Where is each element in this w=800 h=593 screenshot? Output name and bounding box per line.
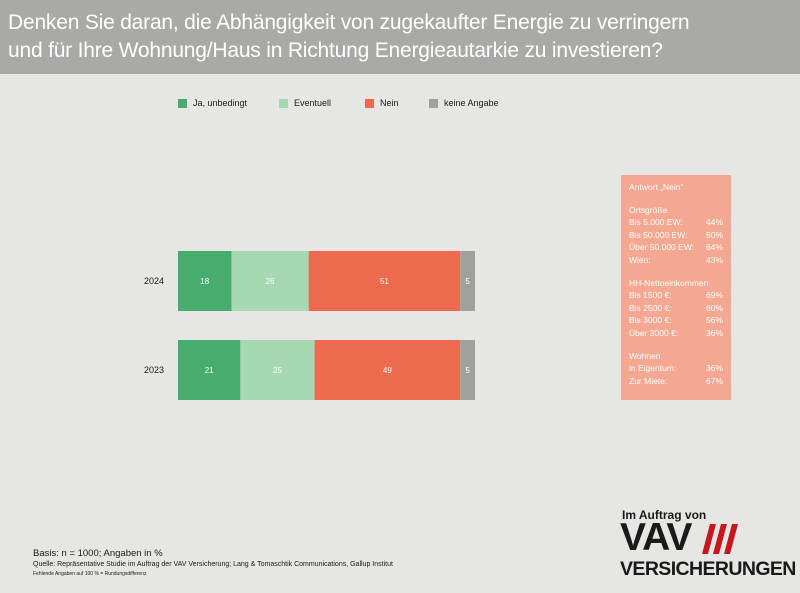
legend-label-ja: Ja, unbedingt: [193, 98, 248, 108]
panel-group-title: Ortsgröße: [629, 205, 668, 215]
panel-row-label: Bis 5.000 EW:: [629, 217, 683, 227]
bar-value-label: 49: [383, 366, 392, 375]
bar-value-label: 25: [273, 366, 282, 375]
chart-title-line-1: Denken Sie daran, die Abhängigkeit von z…: [8, 11, 690, 34]
logo-brand: VAV: [620, 516, 692, 559]
panel-row-value: 67%: [705, 375, 723, 386]
nein-breakdown-panel: Antwort „Nein“ Ortsgröße Bis 5.000 EW: 44…: [621, 175, 731, 400]
legend-swatch-nein: [365, 98, 374, 108]
bar-value-label: 18: [200, 277, 209, 286]
logo-bars-icon: [702, 524, 738, 554]
panel-row-value: 50%: [705, 229, 723, 240]
bar-value-label: 26: [266, 277, 275, 286]
bar-segment: [460, 340, 475, 400]
panel-row-value: 44%: [705, 217, 723, 227]
panel-row: Zur Miete: 67%: [629, 375, 723, 388]
bar-value-label: 51: [380, 277, 389, 286]
legend-item-keine-angabe: keine Angabe: [429, 98, 499, 108]
panel-row-label: Bis 50.000 EW:: [629, 229, 688, 240]
legend-label-keine-angabe: keine Angabe: [444, 98, 499, 108]
panel-row-value: 69%: [705, 290, 723, 300]
panel-row: Wien: 43%: [629, 254, 723, 267]
legend-swatch-ja: [178, 98, 187, 108]
panel-group-ortsgroesse: Ortsgröße Bis 5.000 EW: 44% Bis 50.000 EW…: [629, 205, 723, 266]
chart-legend: Ja, unbedingt Eventuell Nein keine Angab…: [0, 98, 800, 118]
footer-source: Quelle: Repräsentative Studie im Auftrag…: [33, 561, 393, 568]
panel-row: Über 50.000 EW: 64%: [629, 241, 723, 254]
panel-group-title: Wohnen: [629, 351, 661, 361]
chart-title-line-2: und für Ihre Wohnung/Haus in Richtung En…: [8, 39, 663, 62]
panel-row-label: Zur Miete:: [629, 375, 668, 386]
title-banner: Denken Sie daran, die Abhängigkeit von z…: [0, 0, 800, 74]
panel-row: Bis 5.000 EW: 44%: [629, 216, 723, 229]
panel-row-label: Bis 2500 €:: [629, 302, 672, 313]
bar-value-label: 5: [465, 277, 470, 286]
legend-label-nein: Nein: [380, 98, 399, 108]
legend-item-eventuell: Eventuell: [279, 98, 331, 108]
panel-row: Bis 3000 €: 56%: [629, 314, 723, 327]
vav-logo: Im Auftrag von VAV VERSICHERUNGEN: [620, 508, 796, 583]
legend-swatch-keine-angabe: [429, 98, 438, 108]
panel-row-label: Bis 3000 €:: [629, 315, 672, 325]
panel-row-value: 36%: [705, 363, 723, 373]
panel-heading: Antwort „Nein“: [629, 182, 684, 192]
panel-row: in Eigentum: 36%: [629, 362, 723, 375]
panel-row-value: 43%: [705, 254, 723, 265]
bar-segment: [178, 340, 241, 400]
bar-value-label: 21: [205, 366, 214, 375]
panel-group-einkommen: HH-Nettoeinkommen Bis 1500 €: 69% Bis 250…: [629, 278, 723, 339]
panel-row: Bis 1500 €: 69%: [629, 289, 723, 302]
footer-note: Fehlende Angaben auf 100 % = Rundungsdif…: [33, 571, 147, 577]
panel-row: Über 3000 €: 36%: [629, 327, 723, 340]
bar-segment: [460, 251, 475, 311]
footer-basis: Basis: n = 1000; Angaben in %: [33, 548, 163, 559]
legend-swatch-eventuell: [279, 98, 288, 108]
legend-label-eventuell: Eventuell: [294, 98, 332, 108]
panel-row: Bis 2500 €: 60%: [629, 302, 723, 315]
bar-value-label: 5: [465, 366, 470, 375]
panel-row-value: 56%: [705, 315, 723, 325]
panel-row: Bis 50.000 EW: 50%: [629, 229, 723, 242]
logo-wordmark: VERSICHERUNGEN: [620, 558, 796, 580]
panel-row-value: 36%: [705, 327, 723, 338]
bar-segment: [240, 340, 315, 400]
category-label: 2023: [144, 365, 164, 375]
legend-item-nein: Nein: [365, 98, 399, 108]
legend-item-ja: Ja, unbedingt: [178, 98, 247, 108]
panel-row-value: 60%: [705, 302, 723, 313]
panel-row-value: 64%: [705, 242, 723, 252]
panel-group-wohnen: Wohnen in Eigentum: 36% Zur Miete: 67%: [629, 351, 723, 387]
panel-row-label: Bis 1500 €:: [629, 290, 672, 300]
bar-segment: [231, 251, 309, 311]
panel-row-label: in Eigentum:: [629, 363, 677, 373]
bar-segment: [178, 251, 232, 311]
bar-segment: [314, 340, 461, 400]
panel-group-title: HH-Nettoeinkommen: [629, 278, 709, 288]
logo-tagline: Im Auftrag von: [622, 508, 707, 522]
bar-segment: [308, 251, 461, 311]
panel-row-label: Über 50.000 EW:: [629, 242, 695, 252]
panel-row-label: Wien:: [629, 254, 651, 265]
category-label: 2024: [144, 276, 164, 286]
panel-row-label: Über 3000 €:: [629, 327, 679, 338]
